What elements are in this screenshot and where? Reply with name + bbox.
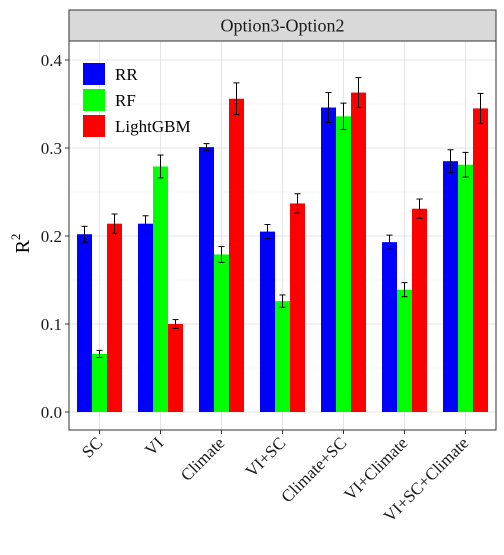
legend-key-lightgbm: [83, 115, 105, 137]
bar-rr: [138, 223, 153, 412]
bar-lightgbm: [473, 108, 488, 413]
x-tick-label: VI+SC: [242, 433, 290, 481]
bar-lightgbm: [412, 208, 427, 412]
bars: [77, 92, 488, 413]
bar-rr: [443, 161, 458, 412]
error-bars: [81, 77, 484, 358]
y-axis-title: R2: [8, 234, 34, 254]
y-tick-label: 0.3: [41, 139, 62, 158]
y-axis-label-superscript: 2: [8, 234, 23, 241]
y-tick-label: 0.2: [41, 227, 62, 246]
bar-rf: [336, 116, 351, 412]
x-tick-label: VI: [141, 433, 167, 459]
bar-rr: [321, 107, 336, 413]
facet-strip: Option3-Option2: [68, 9, 497, 42]
bar-lightgbm: [168, 324, 183, 412]
y-axis-label-base: R: [12, 239, 34, 253]
legend-key-rr: [83, 63, 105, 85]
bar-rf: [153, 166, 168, 412]
x-tick-label: Climate: [177, 433, 228, 484]
x-tick-label: SC: [78, 433, 106, 461]
legend-label-lightgbm: LightGBM: [115, 117, 191, 136]
bar-rr: [199, 147, 214, 412]
bar-rr: [77, 234, 92, 412]
legend-key-rf: [83, 89, 105, 111]
y-tick-label: 0.0: [41, 403, 62, 422]
bar-rr: [382, 242, 397, 412]
bar-rf: [397, 289, 412, 412]
x-tick-label: Climate+SC: [277, 433, 350, 506]
chart-title: Option3-Option2: [221, 16, 345, 36]
bar-rf: [92, 353, 107, 412]
bar-lightgbm: [290, 203, 305, 412]
y-axis: 0.0 0.1 0.2 0.3 0.4: [41, 51, 69, 422]
bar-lightgbm: [107, 223, 122, 412]
facet-strip-background: [68, 9, 497, 42]
legend-label-rr: RR: [115, 65, 138, 84]
x-axis: SC VI Climate VI+SCClimate+SCVI+ClimateVI+S…: [78, 430, 472, 526]
bar-rr: [260, 231, 275, 412]
bar-rf: [275, 301, 290, 412]
bar-lightgbm: [229, 98, 244, 412]
bar-lightgbm: [351, 92, 366, 412]
bar-rf: [458, 164, 473, 412]
y-tick-label: 0.4: [41, 51, 63, 70]
legend-label-rf: RF: [115, 91, 136, 110]
y-tick-label: 0.1: [41, 315, 62, 334]
y-axis-label: R2: [8, 234, 34, 254]
legend: RR RF LightGBM: [83, 63, 191, 137]
bar-rf: [214, 254, 229, 412]
